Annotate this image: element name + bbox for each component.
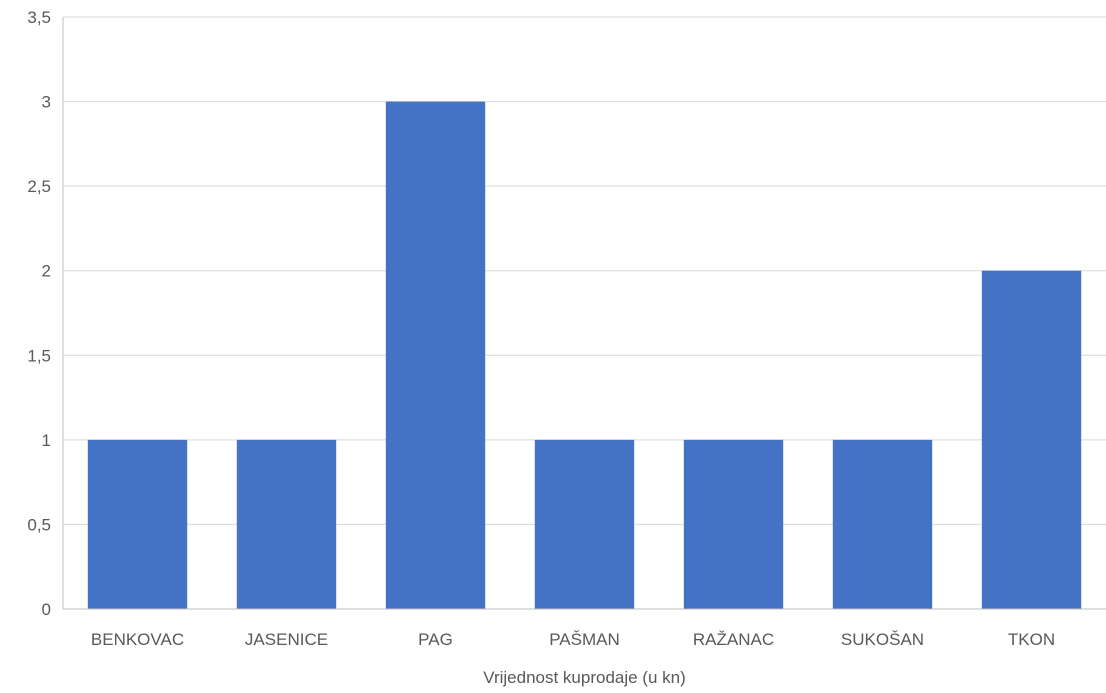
x-tick-label: SUKOŠAN <box>841 630 924 649</box>
y-tick-label: 2,5 <box>27 177 51 196</box>
axes <box>62 17 1106 610</box>
bar-ražanac <box>683 439 784 609</box>
bar-jasenice <box>236 439 337 609</box>
bar-tkon <box>981 270 1082 609</box>
y-tick-label: 1 <box>42 431 51 450</box>
bars <box>87 101 1082 610</box>
x-tick-label: RAŽANAC <box>693 630 774 649</box>
y-tick-labels: 0 0,5 1 1,5 2 2,5 3 3,5 <box>27 8 51 619</box>
y-tick-label: 2 <box>42 262 51 281</box>
x-tick-label: PAG <box>418 630 453 649</box>
bar-benkovac <box>87 439 188 609</box>
bar-pag <box>385 101 486 610</box>
x-tick-labels: BENKOVAC JASENICE PAG PAŠMAN RAŽANAC SUKOŠAN T… <box>91 630 1055 649</box>
y-tick-label: 1,5 <box>27 346 51 365</box>
x-tick-label: PAŠMAN <box>549 630 620 649</box>
x-axis-title: Vrijednost kuprodaje (u kn) <box>483 668 686 687</box>
x-tick-label: JASENICE <box>245 630 328 649</box>
x-tick-label: BENKOVAC <box>91 630 184 649</box>
y-tick-label: 0,5 <box>27 515 51 534</box>
y-tick-label: 3,5 <box>27 8 51 27</box>
y-tick-label: 3 <box>42 93 51 112</box>
bar-sukošan <box>832 439 933 609</box>
bar-pašman <box>534 439 635 609</box>
x-tick-label: TKON <box>1008 630 1055 649</box>
y-tick-label: 0 <box>42 600 51 619</box>
